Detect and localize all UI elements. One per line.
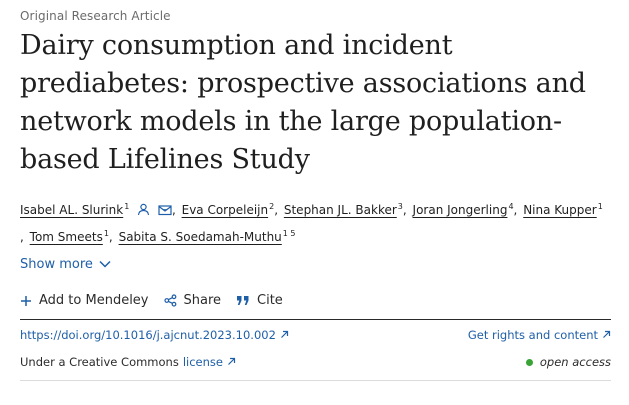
author-affiliation: 3 bbox=[397, 202, 403, 211]
divider bbox=[20, 380, 611, 381]
author-link[interactable]: Sabita S. Soedamah-Muthu bbox=[118, 230, 282, 244]
add-to-mendeley-button[interactable]: Add to Mendeley bbox=[20, 293, 149, 308]
author-affiliation: 1 5 bbox=[282, 229, 296, 238]
article-title: Dairy consumption and incident prediabet… bbox=[20, 30, 586, 175]
share-button[interactable]: Share bbox=[163, 293, 222, 308]
article-type-label: Original Research Article bbox=[20, 9, 171, 23]
author-list: Isabel AL. Slurink1 , Eva Corpeleijn2, S… bbox=[20, 201, 603, 244]
article-actions: Add to Mendeley Share Cite bbox=[20, 293, 298, 308]
author-link[interactable]: Isabel AL. Slurink bbox=[20, 203, 124, 217]
author-affiliation: 1 bbox=[597, 202, 603, 211]
open-access-dot-icon bbox=[525, 358, 533, 366]
envelope-icon[interactable] bbox=[158, 201, 172, 223]
author-link[interactable]: Tom Smeets bbox=[29, 230, 103, 244]
author-affiliation: 1 bbox=[124, 202, 130, 211]
doi-text: https://doi.org/10.1016/j.ajcnut.2023.10… bbox=[20, 328, 276, 342]
person-icon[interactable] bbox=[137, 201, 150, 223]
add-to-mendeley-label: Add to Mendeley bbox=[39, 293, 149, 308]
cite-label: Cite bbox=[257, 293, 283, 308]
license-link[interactable]: license bbox=[183, 355, 236, 369]
chevron-down-icon bbox=[99, 257, 111, 272]
rights-link[interactable]: Get rights and content bbox=[468, 328, 611, 342]
open-access-label: open access bbox=[539, 355, 611, 369]
doi-link[interactable]: https://doi.org/10.1016/j.ajcnut.2023.10… bbox=[20, 328, 289, 342]
author-affiliation: 2 bbox=[269, 202, 275, 211]
author-affiliation: 1 bbox=[103, 229, 109, 238]
license-prefix: Under a Creative Commons bbox=[20, 355, 179, 369]
open-access-badge: open access bbox=[525, 355, 611, 369]
share-icon bbox=[163, 294, 177, 307]
external-link-icon bbox=[227, 355, 236, 369]
rights-label: Get rights and content bbox=[467, 328, 598, 342]
author-link[interactable]: Stephan JL. Bakker bbox=[283, 203, 397, 217]
license-link-label: license bbox=[182, 355, 223, 369]
show-more-label: Show more bbox=[20, 257, 93, 272]
cite-button[interactable]: Cite bbox=[236, 293, 283, 308]
plus-icon bbox=[20, 295, 32, 307]
author-link[interactable]: Joran Jongerling bbox=[412, 203, 508, 217]
divider bbox=[20, 319, 611, 320]
author-link[interactable]: Nina Kupper bbox=[523, 203, 597, 217]
external-link-icon bbox=[602, 328, 611, 342]
author-link[interactable]: Eva Corpeleijn bbox=[181, 203, 269, 217]
quote-icon bbox=[236, 295, 250, 306]
external-link-icon bbox=[280, 328, 289, 342]
license-statement: Under a Creative Commons license bbox=[20, 355, 236, 369]
show-more-button[interactable]: Show more bbox=[20, 257, 111, 272]
share-label: Share bbox=[183, 293, 222, 308]
author-affiliation: 4 bbox=[508, 202, 514, 211]
